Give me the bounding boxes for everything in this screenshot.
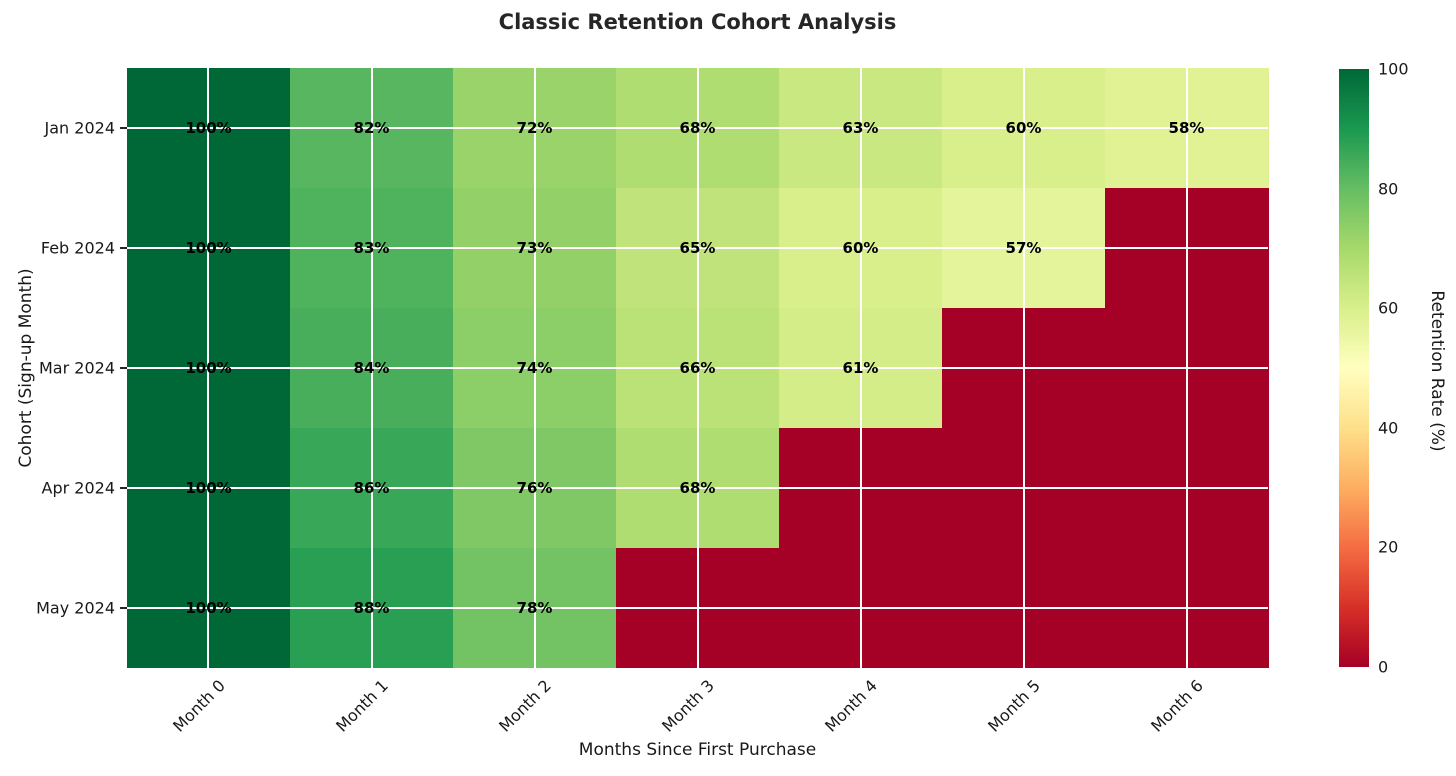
y-tick-mark bbox=[120, 487, 127, 489]
colorbar-tick-label: 0 bbox=[1378, 657, 1389, 677]
y-tick-label: Apr 2024 bbox=[41, 478, 115, 498]
colorbar-tick-label: 20 bbox=[1378, 537, 1399, 557]
grid-line-horizontal bbox=[127, 607, 1268, 609]
cell-value-label: 72% bbox=[516, 119, 553, 137]
cell-value-label: 76% bbox=[516, 479, 553, 497]
cell-value-label: 61% bbox=[842, 359, 879, 377]
cell-value-label: 88% bbox=[353, 599, 390, 617]
x-tick-label: Month 5 bbox=[984, 676, 1044, 736]
y-tick-label: Feb 2024 bbox=[40, 238, 115, 258]
x-tick-label: Month 1 bbox=[332, 676, 392, 736]
cell-value-label: 60% bbox=[842, 239, 879, 257]
cell-value-label: 63% bbox=[842, 119, 879, 137]
y-tick-label: Jan 2024 bbox=[44, 118, 115, 138]
x-tick-label: Month 6 bbox=[1147, 676, 1207, 736]
y-tick-label: Mar 2024 bbox=[39, 358, 115, 378]
cell-value-label: 73% bbox=[516, 239, 553, 257]
cell-value-label: 100% bbox=[185, 239, 232, 257]
x-axis-title: Months Since First Purchase bbox=[578, 740, 817, 760]
colorbar-tick-label: 80 bbox=[1378, 179, 1399, 199]
grid-line-horizontal bbox=[127, 247, 1268, 249]
cell-value-label: 68% bbox=[679, 119, 716, 137]
cell-value-label: 60% bbox=[1005, 119, 1042, 137]
colorbar-tick-label: 40 bbox=[1378, 418, 1399, 438]
cell-value-label: 65% bbox=[679, 239, 716, 257]
grid-line-horizontal bbox=[127, 487, 1268, 489]
chart-title: Classic Retention Cohort Analysis bbox=[498, 10, 897, 34]
cell-value-label: 78% bbox=[516, 599, 553, 617]
cell-value-label: 100% bbox=[185, 119, 232, 137]
x-tick-label: Month 4 bbox=[821, 676, 881, 736]
cell-value-label: 58% bbox=[1168, 119, 1205, 137]
cell-value-label: 74% bbox=[516, 359, 553, 377]
cell-value-label: 68% bbox=[679, 479, 716, 497]
cell-value-label: 100% bbox=[185, 359, 232, 377]
grid-line-horizontal bbox=[127, 367, 1268, 369]
cell-value-label: 83% bbox=[353, 239, 390, 257]
y-tick-mark bbox=[120, 247, 127, 249]
x-tick-label: Month 0 bbox=[169, 676, 229, 736]
grid-line-horizontal bbox=[127, 127, 1268, 129]
y-tick-mark bbox=[120, 607, 127, 609]
cell-value-label: 84% bbox=[353, 359, 390, 377]
y-axis-title: Cohort (Sign-up Month) bbox=[16, 268, 36, 468]
colorbar-tick-label: 60 bbox=[1378, 298, 1399, 318]
colorbar-tick-label: 100 bbox=[1378, 59, 1409, 79]
cell-value-label: 66% bbox=[679, 359, 716, 377]
y-tick-mark bbox=[120, 367, 127, 369]
x-tick-label: Month 3 bbox=[658, 676, 718, 736]
heatmap-plot-area: 100% 82% 72% 68% 63% 60% 58% 100% 83% 73% 65% 60% 57… bbox=[127, 68, 1269, 669]
cell-value-label: 82% bbox=[353, 119, 390, 137]
colorbar-title: Retention Rate (%) bbox=[1427, 290, 1447, 452]
colorbar-gradient bbox=[1339, 69, 1369, 667]
y-tick-mark bbox=[120, 127, 127, 129]
cell-value-label: 100% bbox=[185, 479, 232, 497]
cell-value-label: 86% bbox=[353, 479, 390, 497]
x-tick-label: Month 2 bbox=[495, 676, 555, 736]
y-tick-label: May 2024 bbox=[36, 598, 115, 618]
cell-value-label: 100% bbox=[185, 599, 232, 617]
cell-value-label: 57% bbox=[1005, 239, 1042, 257]
